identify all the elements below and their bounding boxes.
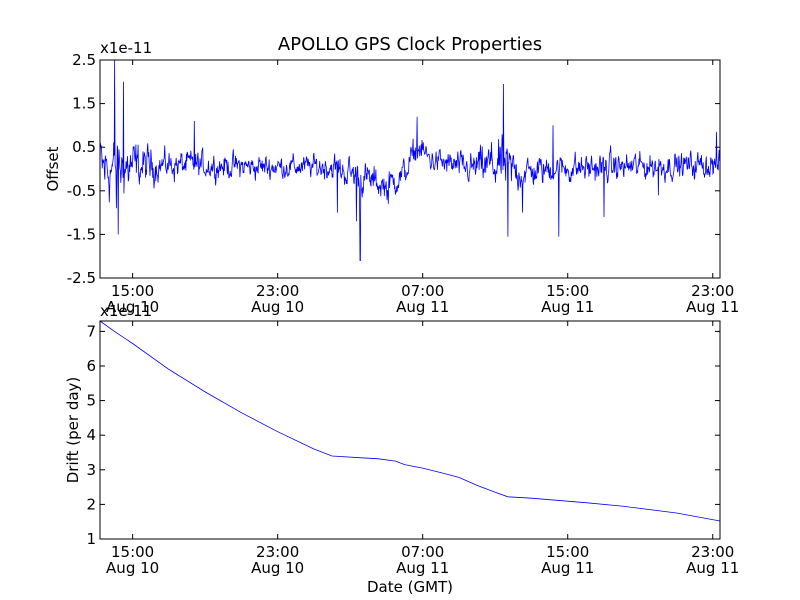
- offset-panel: x1e-11 Offset 2.5 1.5 0.5 -0.5 -1.5 -2.5 15:0…: [44, 39, 739, 316]
- ytick-label: 3: [86, 461, 96, 479]
- ytick-label: 5: [86, 392, 96, 410]
- xtick-date-label: Aug 11: [541, 298, 594, 316]
- ytick-label: 2.5: [72, 51, 96, 69]
- xtick-date-label: Aug 11: [541, 559, 594, 577]
- xtick-time-label: 23:00: [256, 282, 299, 300]
- ytick-label: -0.5: [67, 182, 96, 200]
- ytick-label: 4: [86, 426, 96, 444]
- ytick-label: 2: [86, 495, 96, 513]
- xtick-time-label: 15:00: [111, 282, 154, 300]
- xtick-date-label: Aug 11: [396, 298, 449, 316]
- offset-series-line: [99, 59, 721, 262]
- xtick-time-label: 07:00: [401, 282, 444, 300]
- drift-axes-frame: [99, 320, 721, 540]
- xtick-time-label: 15:00: [546, 282, 589, 300]
- ytick-label: -2.5: [67, 269, 96, 287]
- offset-yticks: 2.5 1.5 0.5 -0.5 -1.5 -2.5: [67, 51, 720, 287]
- offset-ylabel: Offset: [44, 146, 62, 191]
- xtick-date-label: Aug 10: [251, 298, 304, 316]
- ytick-label: -1.5: [67, 225, 96, 243]
- xtick-date-label: Aug 10: [251, 559, 304, 577]
- xtick-date-label: Aug 10: [106, 298, 159, 316]
- xtick-time-label: 23:00: [691, 543, 734, 561]
- xtick-time-label: 07:00: [401, 543, 444, 561]
- ytick-label: 7: [86, 322, 96, 340]
- drift-multiplier: x1e-11: [100, 302, 152, 320]
- offset-axes-frame: [99, 59, 721, 279]
- offset-multiplier: x1e-11: [100, 39, 152, 57]
- drift-yticks: 7 6 5 4 3 2 1: [86, 322, 720, 548]
- xtick-time-label: 15:00: [546, 543, 589, 561]
- ytick-label: 6: [86, 357, 96, 375]
- xtick-date-label: Aug 11: [686, 298, 739, 316]
- ytick-label: 0.5: [72, 138, 96, 156]
- drift-ylabel: Drift (per day): [64, 377, 82, 484]
- drift-series-line: [99, 320, 721, 522]
- chart-xlabel: Date (GMT): [367, 578, 453, 596]
- ytick-label: 1: [86, 530, 96, 548]
- xtick-date-label: Aug 10: [106, 559, 159, 577]
- chart-title: APOLLO GPS Clock Properties: [278, 34, 542, 55]
- xtick-time-label: 23:00: [691, 282, 734, 300]
- xtick-time-label: 15:00: [111, 543, 154, 561]
- xtick-time-label: 23:00: [256, 543, 299, 561]
- xtick-date-label: Aug 11: [686, 559, 739, 577]
- ytick-label: 1.5: [72, 95, 96, 113]
- xtick-date-label: Aug 11: [396, 559, 449, 577]
